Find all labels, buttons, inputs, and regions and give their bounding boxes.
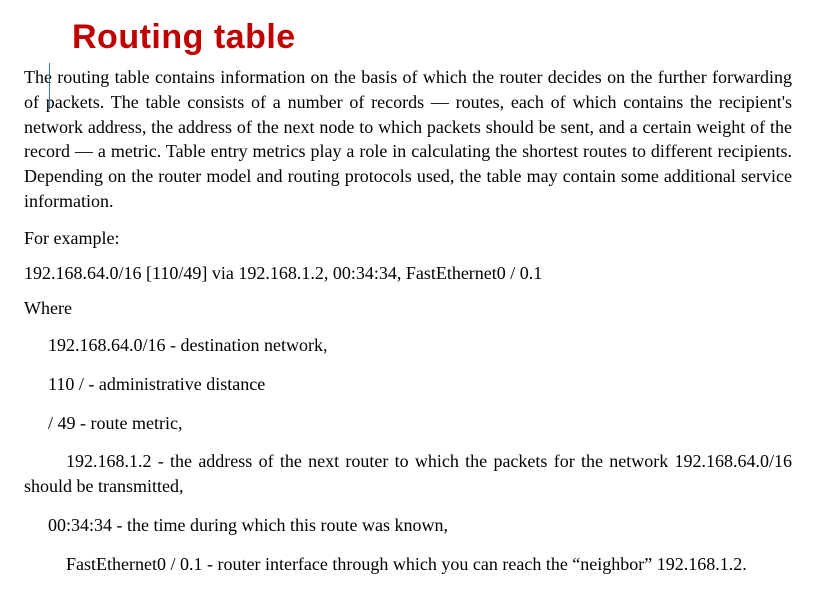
text-cursor — [49, 63, 50, 109]
page-title: Routing table — [72, 18, 792, 57]
intro-paragraph: The routing table contains information o… — [24, 65, 792, 214]
definition-item: 192.168.64.0/16 - destination network, — [24, 333, 792, 358]
definition-item: / 49 - route metric, — [24, 411, 792, 436]
slide-page: Routing table The routing table contains… — [0, 0, 816, 613]
route-example-line: 192.168.64.0/16 [110/49] via 192.168.1.2… — [24, 263, 792, 284]
definition-item: FastEthernet0 / 0.1 - router interface t… — [24, 552, 792, 577]
definition-item: 00:34:34 - the time during which this ro… — [24, 513, 792, 538]
where-label: Where — [24, 298, 792, 319]
for-example-label: For example: — [24, 228, 792, 249]
definition-item: 110 / - administrative distance — [24, 372, 792, 397]
definition-item: 192.168.1.2 - the address of the next ro… — [24, 449, 792, 499]
